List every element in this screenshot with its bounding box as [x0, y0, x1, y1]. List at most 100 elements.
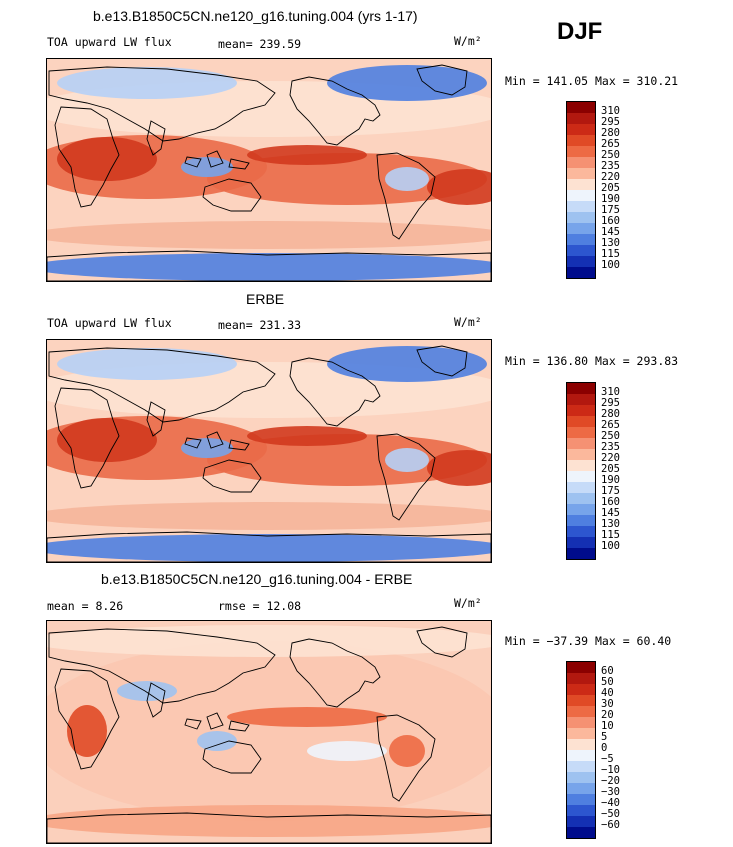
colorbar-swatch	[567, 157, 595, 168]
map-field-patch	[181, 157, 233, 177]
panel-1-units: W/m²	[454, 34, 482, 48]
panel-2-mean: mean= 231.33	[218, 318, 302, 332]
map-field-patch	[57, 137, 157, 181]
colorbar-tick-label: 265	[601, 138, 620, 150]
colorbar-swatch	[567, 471, 595, 482]
colorbar-tick-label: 115	[601, 529, 620, 541]
coastline	[202, 178, 262, 212]
map-field-patch	[307, 741, 387, 761]
coastline	[184, 156, 202, 168]
colorbar-swatch	[567, 146, 595, 157]
coastline	[416, 345, 468, 377]
coastline	[289, 357, 381, 427]
coastline	[202, 459, 262, 493]
map-field-patch	[47, 625, 491, 657]
colorbar-tick-label: 220	[601, 452, 620, 464]
colorbar-tick-label: −5	[601, 753, 614, 765]
map-field-patch	[57, 67, 237, 99]
map-field-patch	[57, 348, 237, 380]
colorbar-swatch	[567, 515, 595, 526]
colorbar-swatch	[567, 135, 595, 146]
coastline	[54, 668, 120, 770]
panel-2-units: W/m²	[454, 315, 482, 329]
colorbar-tick-label: 100	[601, 259, 620, 271]
coastline	[146, 682, 166, 718]
colorbar-tick-label: 145	[601, 226, 620, 238]
colorbar-swatch	[567, 548, 595, 559]
coastline	[54, 387, 120, 489]
colorbar-tick-label: 20	[601, 709, 614, 721]
colorbar-tick-label: 280	[601, 408, 620, 420]
panel-1-minmax: Min = 141.05 Max = 310.21	[505, 74, 679, 88]
map-svg	[47, 621, 491, 843]
panel-1-variable: TOA upward LW flux	[47, 35, 172, 49]
colorbar-tick-label: 250	[601, 430, 620, 442]
colorbar-tick-label: 40	[601, 687, 614, 699]
colorbar-swatch	[567, 783, 595, 794]
panel-2-map	[46, 339, 492, 563]
coastline	[376, 714, 436, 802]
colorbar-tick-label: 175	[601, 204, 620, 216]
coastline	[206, 150, 224, 168]
colorbar-tick-label: 130	[601, 237, 620, 249]
panel-3-rmse: rmse = 12.08	[218, 599, 302, 613]
map-field-patch	[117, 681, 177, 701]
colorbar-swatch	[567, 427, 595, 438]
colorbar-swatch	[567, 460, 595, 471]
coastline	[206, 431, 224, 449]
coastline	[47, 812, 491, 843]
colorbar-swatch	[567, 684, 595, 695]
colorbar-swatch	[567, 816, 595, 827]
panel-1-mean: mean= 239.59	[218, 37, 302, 51]
colorbar-swatch	[567, 717, 595, 728]
panel-3-map	[46, 620, 492, 844]
map-field-patch	[47, 805, 491, 837]
map-field-patch	[327, 65, 487, 101]
colorbar-tick-label: −20	[601, 775, 620, 787]
season-label: DJF	[557, 18, 603, 45]
colorbar-tick-label: 50	[601, 676, 614, 688]
colorbar-tick-label: −50	[601, 808, 620, 820]
coastline	[184, 437, 202, 449]
coastline	[376, 152, 436, 240]
coastline	[146, 120, 166, 156]
colorbar-swatch	[567, 504, 595, 515]
colorbar-swatch	[567, 234, 595, 245]
colorbar-swatch	[567, 706, 595, 717]
coastline	[228, 158, 250, 170]
colorbar-swatch	[567, 739, 595, 750]
map-field-patch	[247, 145, 367, 165]
coastline	[206, 712, 224, 730]
colorbar-tick-label: 310	[601, 386, 620, 398]
colorbar-swatch	[567, 124, 595, 135]
coastline	[47, 250, 491, 281]
colorbar-swatch	[567, 482, 595, 493]
colorbar-swatch	[567, 212, 595, 223]
panel-3-mean: mean = 8.26	[47, 599, 124, 613]
colorbar-tick-label: 10	[601, 720, 614, 732]
map-field-patch	[385, 448, 429, 472]
coastline	[48, 628, 276, 704]
colorbar-tick-label: 205	[601, 182, 620, 194]
colorbar-tick-label: −30	[601, 786, 620, 798]
colorbar-swatch	[567, 772, 595, 783]
map-field-patch	[47, 641, 491, 821]
map-field-patch	[181, 438, 233, 458]
colorbar-tick-label: 295	[601, 116, 620, 128]
colorbar-tick-label: 175	[601, 485, 620, 497]
colorbar-tick-label: 0	[601, 742, 608, 754]
map-field-patch	[247, 426, 367, 446]
coastline	[202, 740, 262, 774]
colorbar-swatch	[567, 416, 595, 427]
colorbar-swatch	[567, 827, 595, 838]
colorbar-swatch	[567, 201, 595, 212]
map-svg	[47, 340, 491, 562]
coastline	[48, 347, 276, 423]
colorbar-tick-label: −10	[601, 764, 620, 776]
colorbar-tick-label: 190	[601, 474, 620, 486]
colorbar-swatch	[567, 102, 595, 113]
colorbar-swatch	[567, 761, 595, 772]
colorbar-tick-label: 160	[601, 496, 620, 508]
map-field-patch	[207, 153, 487, 205]
colorbar-tick-label: −60	[601, 819, 620, 831]
